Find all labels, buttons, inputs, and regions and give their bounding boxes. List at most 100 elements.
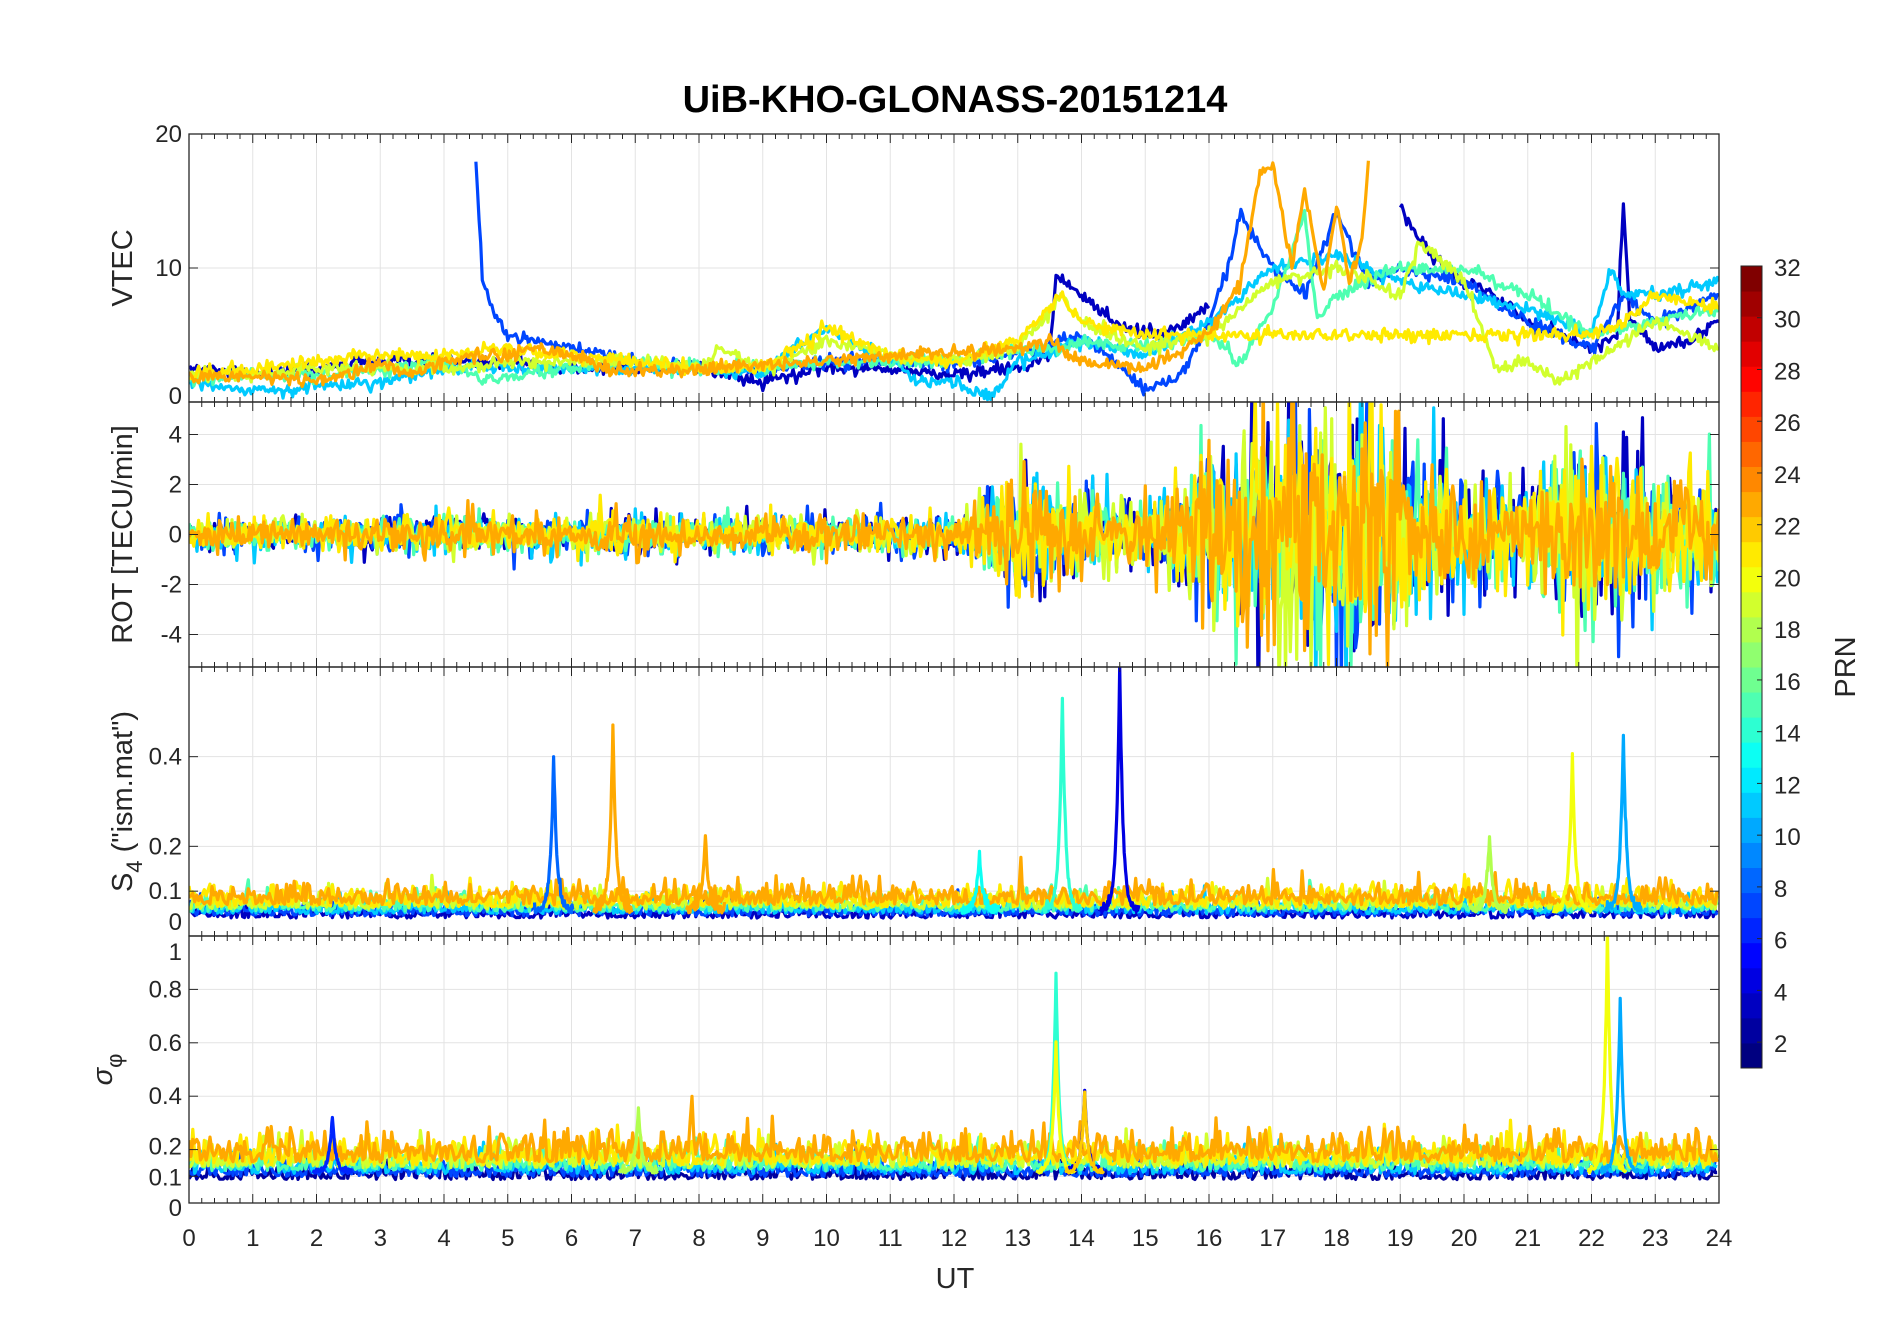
x-tick-label: 19 <box>1387 1225 1414 1252</box>
colorbar-segment <box>1741 867 1762 894</box>
spike-prn-6 <box>311 1115 354 1175</box>
x-tick-label: 4 <box>437 1225 450 1252</box>
y-axis-label: VTEC <box>107 229 139 306</box>
colorbar-segment <box>1741 892 1762 919</box>
colorbar-tick-label: 14 <box>1774 721 1801 748</box>
y-tick-label: 20 <box>155 121 182 148</box>
colorbar-segment <box>1741 416 1762 442</box>
colorbar-box <box>1740 265 1763 1069</box>
spike-prn-18 <box>1468 835 1510 915</box>
colorbar-segment <box>1741 767 1762 793</box>
colorbar-tick-label: 18 <box>1774 617 1801 644</box>
colorbar-segment <box>1741 967 1762 994</box>
colorbar-label: PRN <box>1830 636 1862 697</box>
colorbar-segment <box>1741 792 1762 818</box>
y-tick-label: 0.1 <box>149 878 182 905</box>
y-tick-label: 0.8 <box>149 976 182 1003</box>
x-tick-label: 2 <box>310 1225 323 1252</box>
colorbar-segment <box>1741 817 1762 843</box>
colorbar-segment <box>1741 1042 1762 1069</box>
colorbar-tick-label: 2 <box>1774 1031 1787 1058</box>
colorbar-segment <box>1741 291 1762 317</box>
chart-title: UiB-KHO-GLONASS-20151214 <box>683 79 1228 121</box>
series-group <box>189 667 1719 920</box>
colorbar-tick-label: 16 <box>1774 669 1801 696</box>
spike-prn-13 <box>959 849 1001 915</box>
colorbar-segment <box>1741 742 1762 768</box>
colorbar-tick-label: 20 <box>1774 565 1801 592</box>
x-tick-label: 7 <box>629 1225 642 1252</box>
y-label-rest: ("ism.mat") <box>107 711 139 860</box>
y-axis-label: S4 ("ism.mat") <box>107 711 147 892</box>
colorbar-segment <box>1741 366 1762 392</box>
spike-prn-8 <box>532 755 575 915</box>
y-tick-label: 0 <box>169 522 182 549</box>
y-label-main: S <box>107 873 139 892</box>
y-tick-label: 0.4 <box>149 1083 182 1110</box>
y-tick-label: 0.6 <box>149 1030 182 1057</box>
x-tick-label: 8 <box>692 1225 705 1252</box>
spike-prn-10 <box>1599 996 1640 1174</box>
x-tick-label: 16 <box>1196 1225 1223 1252</box>
y-tick-label: 0.2 <box>149 833 182 860</box>
y-tick-label: 2 <box>169 472 182 499</box>
series-line-prn-23 <box>189 855 1719 907</box>
series-group <box>189 936 1719 1182</box>
spike-prn-22 <box>1064 1090 1106 1175</box>
x-tick-label: 18 <box>1323 1225 1350 1252</box>
colorbar-tick-label: 26 <box>1774 410 1801 437</box>
x-tick-label: 21 <box>1514 1225 1541 1252</box>
series-line-prn-23 <box>189 402 1719 667</box>
series-line-prn-11 <box>189 884 1718 916</box>
y-tick-label: -4 <box>161 622 182 649</box>
y-label-sub: φ <box>102 1054 127 1068</box>
colorbar-segment <box>1741 616 1762 643</box>
x-tick-label: 23 <box>1642 1225 1669 1252</box>
colorbar-segment <box>1741 516 1762 543</box>
colorbar-segment <box>1741 942 1762 969</box>
colorbar-segment <box>1741 692 1762 718</box>
x-tick-label: 13 <box>1004 1225 1031 1252</box>
y-tick-label: 0.1 <box>149 1164 182 1191</box>
colorbar-tick-label: 32 <box>1774 255 1801 282</box>
panel-3: 00.10.20.4S4 ("ism.mat") <box>107 666 1720 937</box>
series-line-prn-19 <box>189 240 1719 386</box>
colorbar-segment <box>1741 316 1762 342</box>
x-tick-label: 24 <box>1706 1225 1733 1252</box>
colorbar-segment <box>1741 541 1762 568</box>
spike-prn-20 <box>1551 752 1593 914</box>
x-tick-label: 1 <box>246 1225 259 1252</box>
colorbar-tick-label: 10 <box>1774 824 1801 851</box>
colorbar-tick-label: 30 <box>1774 307 1801 334</box>
colorbar-segment <box>1741 1017 1762 1044</box>
colorbar-segment <box>1741 717 1762 743</box>
colorbar-tick-label: 22 <box>1774 514 1801 541</box>
x-axis-label: UT <box>936 1263 975 1295</box>
spike-prn-14 <box>1041 696 1084 914</box>
colorbar-segment <box>1741 667 1762 693</box>
spike-prn-18 <box>617 1106 659 1175</box>
series-group <box>189 160 1719 402</box>
colorbar-tick-label: 24 <box>1774 462 1801 489</box>
x-tick-label: 12 <box>941 1225 968 1252</box>
y-tick-label: 0.4 <box>149 744 182 771</box>
colorbar-segment <box>1741 341 1762 367</box>
series-line-prn-23 <box>189 1094 1719 1164</box>
colorbar-segment <box>1741 641 1762 668</box>
y-tick-label: 4 <box>169 422 182 449</box>
x-tick-label: 14 <box>1068 1225 1095 1252</box>
y-label-sub: 4 <box>122 860 147 872</box>
x-tick-label: 17 <box>1259 1225 1286 1252</box>
colorbar-segment <box>1741 992 1762 1019</box>
panel-1: 0 10 20 VTEC <box>107 121 1720 410</box>
colorbar-segment <box>1741 441 1762 467</box>
y-tick-label: 1 <box>169 939 182 966</box>
spike-prn-23 <box>684 834 727 915</box>
colorbar-tick-label: 8 <box>1774 876 1787 903</box>
y-tick-label: -2 <box>161 572 182 599</box>
y-axis-label: σφ <box>87 1054 127 1086</box>
y-tick-label: 0 <box>169 1195 182 1222</box>
colorbar-segment <box>1741 842 1762 868</box>
x-tick-label: 15 <box>1132 1225 1159 1252</box>
